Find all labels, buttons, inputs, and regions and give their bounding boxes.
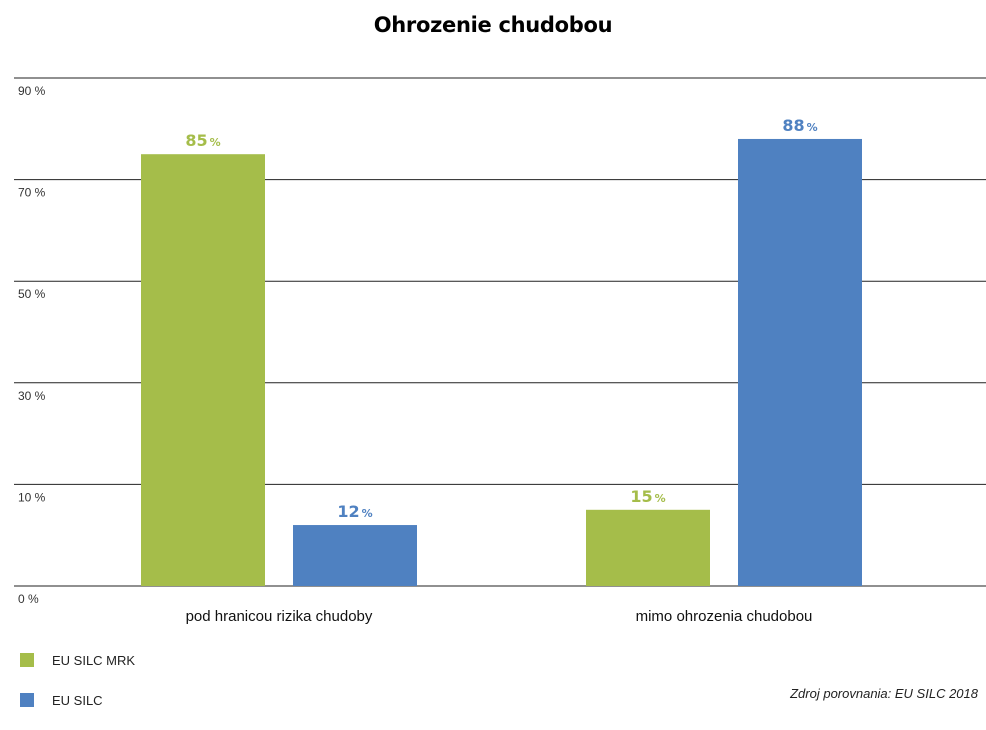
bars bbox=[141, 138, 862, 586]
y-tick-label: 70 % bbox=[18, 186, 46, 200]
y-tick-label: 30 % bbox=[18, 389, 46, 403]
data-label: 85% bbox=[185, 131, 220, 150]
data-labels: 85 % 12 % 15 % 88% bbox=[185, 116, 817, 521]
chart-title: Ohrozenie chudobou bbox=[374, 13, 613, 37]
bar bbox=[738, 138, 862, 586]
legend-item-eu-silc-mrk: EU SILC MRK bbox=[20, 650, 135, 670]
y-tick-label: 10 % bbox=[18, 490, 46, 504]
x-category-label: mimo ohrozenia chudobou bbox=[636, 608, 813, 625]
y-axis-ticks: 0 % 10 % 30 % 50 % 70 % 90 % bbox=[18, 84, 46, 606]
x-category-label: pod hranicou rizika chudoby bbox=[186, 608, 373, 625]
legend-label-eu-silc-mrk: EU SILC MRK bbox=[52, 652, 136, 668]
x-axis-categories: pod hranicou rizika chudoby mimo ohrozeni… bbox=[186, 608, 813, 625]
y-tick-label: 90 % bbox=[18, 84, 46, 98]
bar bbox=[141, 154, 265, 586]
source-note: Zdroj porovnania: EU SILC 2018 bbox=[790, 686, 978, 701]
legend-label-eu-silc: EU SILC bbox=[52, 692, 103, 708]
legend-item-eu-silc: EU SILC bbox=[20, 690, 135, 710]
legend-swatch-eu-silc bbox=[20, 693, 34, 707]
bar bbox=[293, 525, 417, 586]
y-tick-label: 50 % bbox=[18, 287, 46, 301]
legend: EU SILC MRK EU SILC bbox=[20, 650, 135, 730]
y-tick-label: 0 % bbox=[18, 592, 39, 606]
bar-chart: Ohrozenie chudobou 0 % 10 % 30 % 50 % 70 % 90… bbox=[14, 13, 986, 625]
data-label: 88% bbox=[782, 116, 817, 135]
legend-swatch-eu-silc-mrk bbox=[20, 653, 34, 667]
data-label: 15% bbox=[630, 487, 665, 506]
bar bbox=[586, 509, 710, 586]
data-label: 12% bbox=[337, 502, 372, 521]
